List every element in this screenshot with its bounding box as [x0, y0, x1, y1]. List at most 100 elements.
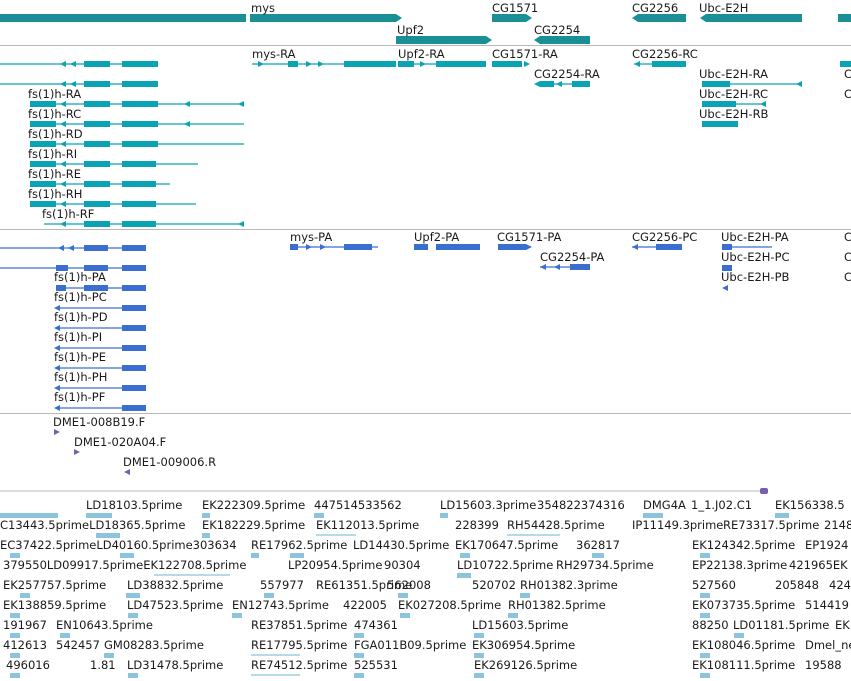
transcript-cg2256-rc[interactable] — [634, 61, 686, 67]
gene-track: mys Upf2 CG1571 CG2254 CG2256 Ubc-E2H — [0, 1, 851, 44]
transcript-fs1h-ri[interactable] — [30, 161, 198, 167]
est-label: 362817 — [576, 538, 620, 552]
est-row-2: C13443.5primeLD18365.5prime EK182229.5pr… — [0, 518, 851, 538]
transcript-label-ubc-e2h-rc: Ubc-E2H-RC — [699, 87, 768, 101]
transcript-ubc-e2h-rb[interactable] — [702, 121, 738, 127]
gene-bar-cg1571[interactable] — [492, 14, 526, 22]
est-label: RH54428.5prime — [507, 518, 605, 532]
protein-edge-label-1: C — [844, 230, 851, 244]
protein-fs1h-pc[interactable] — [54, 305, 146, 311]
est-label: LD15603.5prime — [472, 618, 568, 632]
transcript-fs1h-rc[interactable] — [30, 121, 244, 127]
est-label: 447514533562 — [314, 498, 402, 512]
protein-ubc-e2h-pa[interactable] — [722, 244, 772, 250]
est-label: EK124342.5prime — [692, 538, 795, 552]
transcript-edge-label-2: C — [844, 87, 851, 101]
protein-label-mys-pa: mys-PA — [290, 230, 332, 244]
est-label: 422005 — [343, 598, 387, 612]
protein-fs1h-pd[interactable] — [54, 325, 146, 331]
est-label: EK — [835, 618, 850, 632]
protein-fs1h-pi[interactable] — [54, 345, 146, 351]
est-label: 421965EK — [789, 558, 848, 572]
clone-marker-dme1-020a04[interactable] — [74, 449, 80, 455]
protein-ubc-e2h-pc[interactable] — [722, 265, 732, 271]
gene-bar-cg2254[interactable] — [540, 36, 590, 44]
est-label: EK306954.5prime — [472, 638, 575, 652]
est-label: EK170647.5prime — [455, 538, 558, 552]
transcript-fs1h-rh[interactable] — [30, 201, 196, 207]
transcript-fs1h-top[interactable] — [0, 61, 158, 67]
protein-cg2254-pa[interactable] — [540, 264, 590, 270]
transcript-label-cg2256-rc: CG2256-RC — [632, 47, 698, 61]
transcript-right-edge-1[interactable] — [840, 61, 851, 67]
gene-bar-fs1h[interactable] — [0, 14, 246, 22]
protein-fs1h-pf[interactable] — [54, 405, 146, 411]
est-label: 520702 — [472, 578, 516, 592]
protein-fs1h-ph[interactable] — [54, 385, 146, 391]
transcript-mys-ra[interactable] — [252, 61, 396, 67]
protein-label-ubc-e2h-pa: Ubc-E2H-PA — [721, 230, 789, 244]
gene-bar-cg2256[interactable] — [638, 14, 686, 22]
transcript-fs1h-re[interactable] — [30, 181, 170, 187]
transcript-fs1h-row2[interactable] — [0, 81, 158, 87]
gene-label-cg2254: CG2254 — [534, 23, 580, 37]
gene-label-ubc-e2h: Ubc-E2H — [699, 1, 748, 15]
est-label: 542457 — [56, 638, 100, 652]
transcript-ubc-e2h-ra[interactable] — [702, 81, 802, 87]
transcript-label-fs1h-rh: fs(1)h-RH — [28, 187, 82, 201]
est-label: FGA011B09.5prime — [354, 638, 466, 652]
est-label: EK222309.5prime — [202, 498, 305, 512]
transcript-label-fs1h-rc: fs(1)h-RC — [28, 107, 81, 121]
est-row-5: EK257757.5prime LD38832.5prime 557977 RE… — [3, 578, 851, 592]
est-row-8: 412613 542457 GM08283.5prime RE17795.5pr… — [3, 638, 851, 656]
est-track: LD18103.5prime EK222309.5prime 447514533… — [0, 498, 851, 678]
protein-label-ubc-e2h-pc: Ubc-E2H-PC — [721, 250, 790, 264]
gene-bar-right-edge[interactable] — [838, 14, 851, 22]
est-label: EK112013.5prime — [316, 518, 419, 532]
gene-arrow-cg2256 — [632, 14, 638, 22]
protein-upf2-pa[interactable] — [414, 244, 480, 250]
transcript-fs1h-rf[interactable] — [44, 221, 244, 227]
est-label: LD01181.5prime — [733, 618, 829, 632]
transcript-upf2-ra[interactable] — [398, 61, 486, 67]
protein-ubc-e2h-pb[interactable] — [722, 285, 728, 291]
transcript-label-fs1h-rf: fs(1)h-RF — [42, 207, 94, 221]
protein-fs1h-pa[interactable] — [56, 285, 146, 291]
est-label: EP1924 — [805, 538, 848, 552]
gene-label-mys: mys — [251, 1, 275, 15]
transcript-fs1h-ra[interactable] — [30, 101, 244, 107]
protein-cg1571-pa[interactable] — [498, 244, 532, 250]
est-label: RE74512.5prime — [251, 658, 347, 672]
transcript-cg1571-ra[interactable] — [492, 61, 530, 67]
protein-label-cg2254-pa: CG2254-PA — [540, 250, 605, 264]
clone-label-dme1-020a04: DME1-020A04.F — [74, 435, 166, 449]
protein-cg2256-pc[interactable] — [632, 244, 682, 250]
clone-marker-right[interactable] — [760, 488, 768, 494]
protein-mys-pa[interactable] — [290, 244, 378, 250]
protein-fs1h-row2[interactable] — [0, 265, 146, 271]
protein-label-fs1h-pf: fs(1)h-PF — [54, 390, 105, 404]
est-label: 474361 — [354, 618, 398, 632]
est-label: LD31478.5prime — [127, 658, 223, 672]
protein-fs1h-pe[interactable] — [54, 365, 146, 371]
clone-marker-dme1-009006[interactable] — [124, 469, 130, 475]
clone-track: DME1-008B19.F DME1-020A04.F DME1-009006.… — [53, 415, 216, 475]
est-row-6: EK138859.5prime LD47523.5prime EN12743.5… — [3, 598, 849, 612]
transcript-cg2254-ra[interactable] — [534, 81, 590, 87]
clone-marker-dme1-008b19[interactable] — [54, 429, 60, 435]
est-label: 1.81 — [90, 658, 116, 672]
est-label: EK182229.5prime — [202, 518, 305, 532]
transcript-fs1h-rd[interactable] — [30, 141, 244, 147]
est-row-1: LD18103.5prime EK222309.5prime 447514533… — [0, 498, 845, 518]
gene-bar-mys[interactable] — [250, 14, 396, 22]
est-row-3: EC37422.5primeLD40160.5prime303634 RE179… — [0, 538, 848, 558]
protein-label-cg2256-pc: CG2256-PC — [632, 230, 697, 244]
transcript-label-fs1h-ri: fs(1)h-RI — [28, 147, 77, 161]
est-label: 90304 — [384, 558, 421, 572]
gene-bar-upf2[interactable] — [396, 36, 486, 44]
protein-fs1h-top[interactable] — [0, 245, 146, 251]
gene-bar-ubc-e2h[interactable] — [706, 14, 802, 22]
est-label: LD10722.5prime — [457, 558, 553, 572]
transcript-ubc-e2h-rc[interactable] — [702, 101, 766, 107]
est-label: EK257757.5prime — [3, 578, 106, 592]
